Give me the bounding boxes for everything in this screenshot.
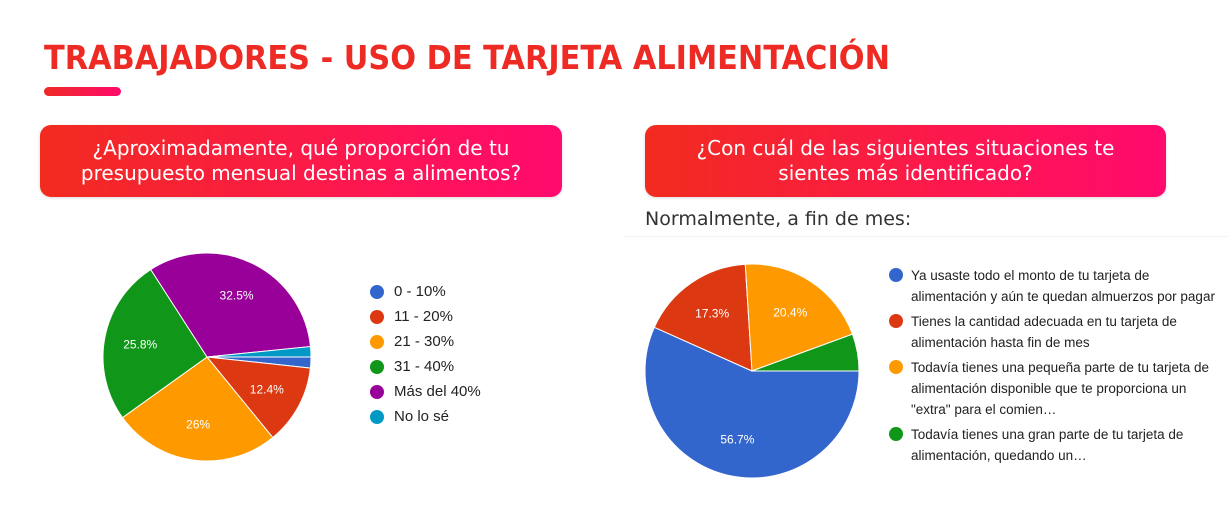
legend-label: No lo sé [394, 408, 450, 425]
budget-pie-chart: 12.4% 26% 25.8% 32.5% [100, 245, 320, 480]
legend-label: Más del 40% [394, 383, 481, 400]
pie-slice [751, 333, 860, 372]
legend-dot-icon [370, 384, 384, 399]
legend-item: Todavía tienes una gran parte de tu tarj… [889, 424, 1219, 466]
legend-label: Tienes la cantidad adecuada en tu tarjet… [911, 314, 1177, 350]
pie-data-label: 56.7% [720, 432, 754, 446]
legend-dot-icon [889, 314, 903, 328]
pie-data-label: 12.4% [250, 382, 284, 396]
question-1-line-1: ¿Aproximadamente, qué proporción de tu [92, 136, 510, 160]
legend-label: 0 - 10% [394, 283, 446, 300]
page-title: TRABAJADORES - USO DE TARJETA ALIMENTACI… [44, 38, 890, 77]
question-1-line-2: presupuesto mensual destinas a alimentos… [80, 161, 522, 185]
legend-dot-icon [370, 284, 384, 299]
end-of-month-pie-chart: 56.7% 17.3% 20.4% [638, 260, 868, 485]
pie-slice [206, 346, 312, 358]
legend-item: Más del 40% [370, 379, 481, 404]
legend-item: Todavía tienes una pequeña parte de tu t… [889, 357, 1219, 420]
legend-label: 31 - 40% [394, 358, 455, 375]
legend-dot-icon [889, 360, 903, 374]
legend-dot-icon [889, 268, 903, 282]
legend-item: Tienes la cantidad adecuada en tu tarjet… [889, 311, 1219, 353]
title-underline-accent [44, 87, 121, 96]
pie-slice [744, 263, 854, 372]
legend-label: 11 - 20% [394, 308, 453, 325]
pie-slice [205, 356, 311, 439]
pie-data-label: 20.4% [773, 305, 807, 319]
pie-data-label: 32.5% [220, 289, 254, 303]
pie-slice [150, 252, 312, 358]
legend-dot-icon [370, 359, 384, 374]
legend-item: 11 - 20% [370, 304, 481, 329]
budget-pie-legend: 0 - 10% 11 - 20% 21 - 30% 31 - 40% Más d… [370, 279, 481, 429]
budget-pie-svg: 12.4% 26% 25.8% 32.5% [102, 252, 312, 462]
legend-item: 21 - 30% [370, 329, 481, 354]
chart-2-subtitle: Normalmente, a fin de mes: [645, 208, 912, 230]
legend-label: Todavía tienes una pequeña parte de tu t… [911, 360, 1209, 417]
legend-dot-icon [370, 309, 384, 324]
pie-slice [102, 268, 208, 419]
legend-label: 21 - 30% [394, 333, 455, 350]
question-2-line-1: ¿Con cuál de las siguientes situaciones … [696, 136, 1115, 160]
legend-item: Ya usaste todo el monto de tu tarjeta de… [889, 265, 1219, 307]
pie-slice [644, 326, 860, 479]
end-of-month-pie-legend: Ya usaste todo el monto de tu tarjeta de… [889, 265, 1219, 470]
legend-dot-icon [889, 427, 903, 441]
pie-slice [653, 263, 753, 372]
pie-data-label: 26% [186, 417, 210, 431]
pie-data-label: 25.8% [123, 337, 157, 351]
end-of-month-pie-svg: 56.7% 17.3% 20.4% [644, 263, 860, 479]
question-2-banner: ¿Con cuál de las siguientes situaciones … [645, 125, 1166, 197]
legend-dot-icon [370, 409, 384, 424]
question-1-banner: ¿Aproximadamente, qué proporción de tu p… [40, 125, 562, 197]
chart-2-top-divider [623, 236, 1227, 237]
legend-item: 0 - 10% [370, 279, 481, 304]
legend-item: No lo sé [370, 404, 481, 429]
legend-item: 31 - 40% [370, 354, 481, 379]
pie-data-label: 17.3% [695, 306, 729, 320]
pie-slice [121, 356, 274, 462]
legend-label: Ya usaste todo el monto de tu tarjeta de… [911, 268, 1215, 304]
legend-dot-icon [370, 334, 384, 349]
question-2-line-2: sientes más identificado? [778, 161, 1033, 185]
legend-label: Todavía tienes una gran parte de tu tarj… [911, 427, 1184, 463]
